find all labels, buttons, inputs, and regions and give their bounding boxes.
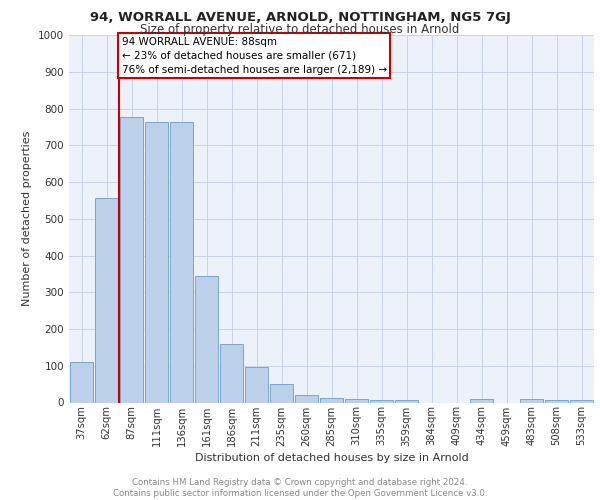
Text: Size of property relative to detached houses in Arnold: Size of property relative to detached ho… xyxy=(140,22,460,36)
Bar xyxy=(245,367,268,402)
Bar xyxy=(145,122,168,402)
Bar xyxy=(170,122,193,402)
Y-axis label: Number of detached properties: Number of detached properties xyxy=(22,131,32,306)
Bar xyxy=(520,399,543,402)
Bar xyxy=(545,400,568,402)
Bar xyxy=(345,399,368,402)
Bar xyxy=(470,399,493,402)
X-axis label: Distribution of detached houses by size in Arnold: Distribution of detached houses by size … xyxy=(194,452,469,462)
Bar xyxy=(95,198,118,402)
Bar xyxy=(220,344,243,402)
Bar xyxy=(120,116,143,403)
Bar xyxy=(370,400,393,402)
Bar xyxy=(320,398,343,402)
Bar xyxy=(70,362,93,403)
Bar xyxy=(270,384,293,402)
Text: 94, WORRALL AVENUE, ARNOLD, NOTTINGHAM, NG5 7GJ: 94, WORRALL AVENUE, ARNOLD, NOTTINGHAM, … xyxy=(89,11,511,24)
Bar xyxy=(295,395,318,402)
Bar xyxy=(395,400,418,402)
Bar xyxy=(570,400,593,402)
Text: Contains HM Land Registry data © Crown copyright and database right 2024.
Contai: Contains HM Land Registry data © Crown c… xyxy=(113,478,487,498)
Text: 94 WORRALL AVENUE: 88sqm
← 23% of detached houses are smaller (671)
76% of semi-: 94 WORRALL AVENUE: 88sqm ← 23% of detach… xyxy=(121,37,386,75)
Bar xyxy=(195,276,218,402)
